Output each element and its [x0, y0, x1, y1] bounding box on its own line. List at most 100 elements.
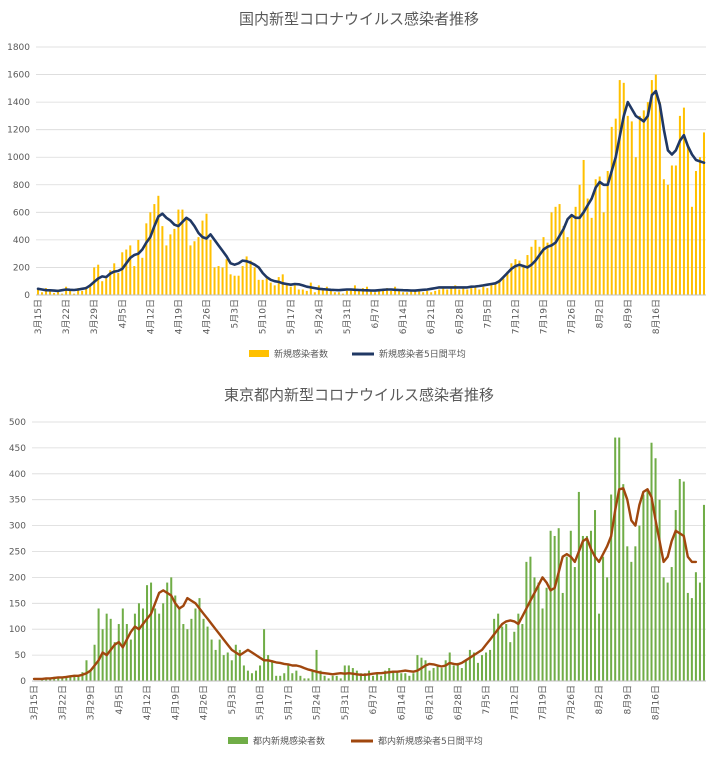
bar	[81, 672, 84, 681]
bar	[73, 674, 76, 681]
bar	[222, 655, 225, 681]
bar	[538, 246, 541, 295]
x-tick-label: 3月29日	[86, 685, 97, 720]
y-tick-label: 450	[9, 444, 26, 454]
bar	[400, 673, 403, 681]
bar	[157, 195, 160, 295]
bar	[271, 660, 274, 681]
bar	[380, 675, 383, 681]
bar	[470, 288, 473, 295]
bar	[359, 673, 362, 681]
bar	[402, 292, 405, 295]
bar	[149, 212, 152, 295]
bar	[117, 272, 120, 295]
bar	[694, 572, 697, 681]
bar	[205, 213, 208, 295]
bar	[291, 673, 294, 681]
bar	[561, 592, 564, 681]
bar	[618, 437, 621, 681]
x-tick-label: 5月3日	[230, 299, 241, 328]
bar	[565, 556, 568, 681]
bar	[626, 115, 629, 295]
bar	[646, 489, 649, 681]
y-tick-label: 600	[13, 208, 30, 218]
bar	[73, 293, 76, 295]
bar	[93, 644, 96, 681]
bar	[355, 670, 358, 681]
bar	[234, 644, 237, 681]
bar	[161, 226, 164, 295]
bar	[165, 245, 168, 295]
x-tick-label: 7月5日	[482, 299, 493, 328]
bar	[448, 652, 451, 681]
bar	[610, 494, 613, 681]
bar	[458, 289, 461, 295]
x-tick-label: 6月7日	[370, 299, 381, 328]
bar	[329, 289, 332, 295]
bar	[606, 577, 609, 681]
bar	[249, 260, 252, 295]
bar	[333, 292, 336, 295]
bar	[101, 629, 104, 681]
bar	[299, 675, 302, 681]
bar	[472, 652, 475, 681]
bar	[335, 675, 338, 681]
bar	[190, 618, 193, 681]
bar	[303, 678, 306, 681]
bar	[522, 264, 525, 295]
bar	[181, 209, 184, 295]
bar	[566, 237, 569, 295]
bar	[430, 292, 433, 295]
x-tick-label: 5月10日	[258, 299, 269, 334]
bar	[541, 608, 544, 681]
bar	[478, 289, 481, 295]
bar	[89, 670, 92, 681]
y-tick-label: 1800	[7, 43, 30, 53]
bar	[246, 670, 249, 681]
bar	[585, 535, 588, 681]
bar	[125, 624, 128, 681]
bar	[293, 285, 296, 295]
bar	[589, 530, 592, 681]
bar	[113, 642, 116, 681]
bar	[418, 290, 421, 295]
bar	[666, 184, 669, 295]
bar	[202, 618, 205, 681]
bar	[666, 582, 669, 681]
bar	[313, 292, 316, 295]
x-tick-label: 5月31日	[342, 299, 353, 334]
bar	[273, 285, 276, 295]
bar	[578, 184, 581, 295]
bar	[341, 293, 344, 295]
bar	[133, 613, 136, 681]
bar	[185, 217, 188, 295]
bar	[49, 290, 52, 295]
tokyo-infections-chart: 東京都内新型コロナウイルス感染者推移 0 50 100 150 200 250 300 350 4…	[9, 386, 706, 747]
bar	[525, 561, 528, 681]
bar	[77, 676, 80, 681]
y-tick-label: 500	[9, 418, 26, 428]
y-tick-label: 400	[9, 470, 26, 480]
x-tick-label: 8月9日	[622, 685, 633, 714]
bar	[297, 289, 300, 295]
x-tick-label: 3月29日	[89, 299, 100, 334]
bar	[261, 279, 264, 295]
bar	[658, 102, 661, 295]
bar	[85, 660, 88, 681]
chart-title: 国内新型コロナウイルス感染者推移	[239, 10, 479, 28]
bar	[502, 278, 505, 295]
series-line	[32, 487, 698, 681]
bar	[186, 629, 189, 681]
bar	[376, 673, 379, 681]
x-tick-label: 3月15日	[29, 685, 40, 720]
bar	[193, 241, 196, 295]
bar	[454, 285, 457, 295]
y-tick-label: 1200	[7, 126, 30, 136]
bar	[367, 670, 371, 681]
bar	[386, 288, 389, 295]
bar	[610, 126, 613, 296]
bar	[315, 649, 318, 681]
bar	[277, 277, 280, 295]
bar	[428, 670, 431, 681]
bar	[369, 289, 373, 295]
